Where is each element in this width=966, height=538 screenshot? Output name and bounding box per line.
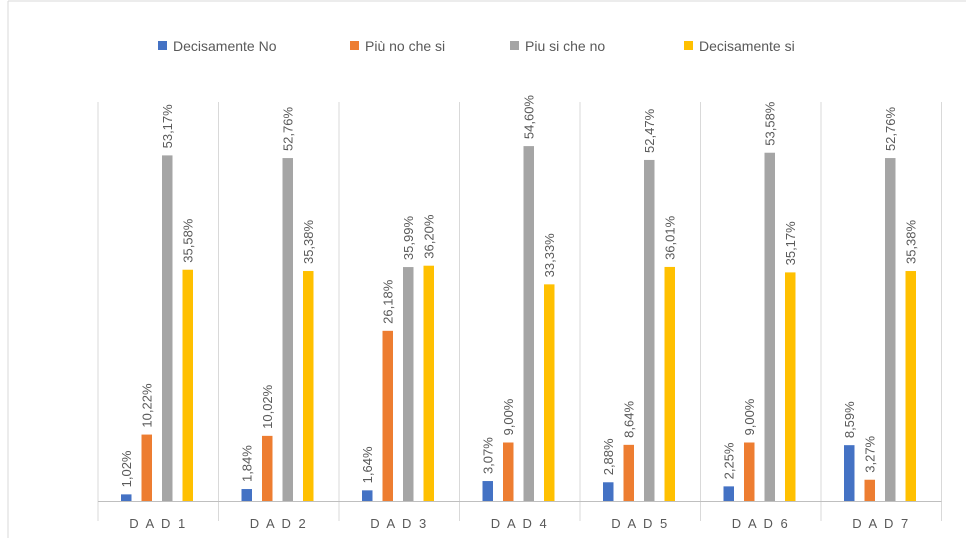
bar-2-2 [262,435,273,501]
data-label-4-7: 35,38% [903,219,918,264]
bar-2-4 [503,442,514,501]
legend-label-3: Piu si che no [525,38,605,54]
x-axis: D A D 1 D A D 2 D A D 3 D A D 4 D A D 5 D A D… [98,501,942,531]
legend-swatch-2 [350,41,359,50]
data-label-4-2: 35,38% [301,219,316,264]
data-label-3-1: 53,17% [160,104,175,149]
legend-label-1: Decisamente No [173,38,277,54]
bar-1-6 [723,486,734,501]
legend-swatch-1 [158,41,167,50]
data-label-2-4: 9,00% [501,398,516,435]
data-label-4-3: 36,20% [421,214,436,259]
x-tick-label-5: D A D 5 [611,516,669,531]
bar-3-7 [885,158,896,501]
data-label-1-4: 3,07% [480,437,495,474]
bar-4-5 [664,266,675,501]
data-label-3-6: 53,58% [762,101,777,146]
data-label-4-6: 35,17% [783,221,798,266]
bar-4-3 [423,265,434,501]
data-label-3-2: 52,76% [280,107,295,152]
bar-1-2 [241,489,252,501]
x-tick-label-2: D A D 2 [250,516,308,531]
bar-3-1 [162,155,173,501]
legend-swatch-4 [684,41,693,50]
data-label-4-5: 36,01% [662,215,677,260]
bar-3-3 [403,267,414,501]
bar-2-1 [141,434,152,501]
data-label-3-3: 35,99% [401,216,416,261]
bar-4-7 [905,271,916,501]
data-label-2-6: 9,00% [742,398,757,435]
bar-1-3 [362,490,373,501]
x-tick-label-1: D A D 1 [129,516,187,531]
bar-3-5 [644,159,655,501]
data-label-2-7: 3,27% [862,435,877,472]
legend-swatch-3 [510,41,519,50]
data-label-1-7: 8,59% [842,401,857,438]
bar-2-3 [382,330,393,501]
data-label-1-1: 1,02% [119,450,134,487]
data-labels: 1,02% 1,84% 1,64% 3,07% 2,88% 2,25% 8,59% 10,22… [119,95,919,488]
data-label-2-3: 26,18% [380,279,395,324]
bar-4-4 [544,284,555,501]
data-label-2-1: 10,22% [139,383,154,428]
bar-3-4 [523,146,534,501]
data-label-1-6: 2,25% [721,442,736,479]
data-label-1-2: 1,84% [239,445,254,482]
bar-1-7 [844,445,855,501]
data-label-2-2: 10,02% [260,384,275,429]
x-tick-label-7: D A D 7 [852,516,910,531]
data-label-4-4: 33,33% [542,233,557,278]
data-label-1-3: 1,64% [360,446,375,483]
bars [121,146,916,502]
legend-label-2: Più no che si [365,38,445,54]
data-label-2-5: 8,64% [621,401,636,438]
data-label-1-5: 2,88% [601,438,616,475]
legend: Decisamente No Più no che si Piu si che no… [158,38,795,54]
bar-3-2 [282,158,293,501]
legend-label-4: Decisamente si [699,38,795,54]
data-label-3-5: 52,47% [642,108,657,153]
bar-4-1 [182,269,193,501]
data-label-4-1: 35,58% [180,218,195,263]
bar-4-2 [303,271,314,501]
bar-2-5 [623,444,634,501]
bar-4-6 [785,272,796,501]
bar-2-6 [744,442,755,501]
x-tick-label-6: D A D 6 [732,516,790,531]
bar-3-6 [764,152,775,502]
x-tick-label-3: D A D 3 [370,516,428,531]
bar-2-7 [864,479,875,501]
bar-1-5 [603,482,614,501]
bar-1-1 [121,494,132,501]
category-separators [97,102,942,521]
data-label-3-4: 54,60% [521,95,536,140]
x-tick-label-4: D A D 4 [491,516,549,531]
data-label-3-7: 52,76% [883,107,898,152]
bar-1-4 [482,481,493,501]
